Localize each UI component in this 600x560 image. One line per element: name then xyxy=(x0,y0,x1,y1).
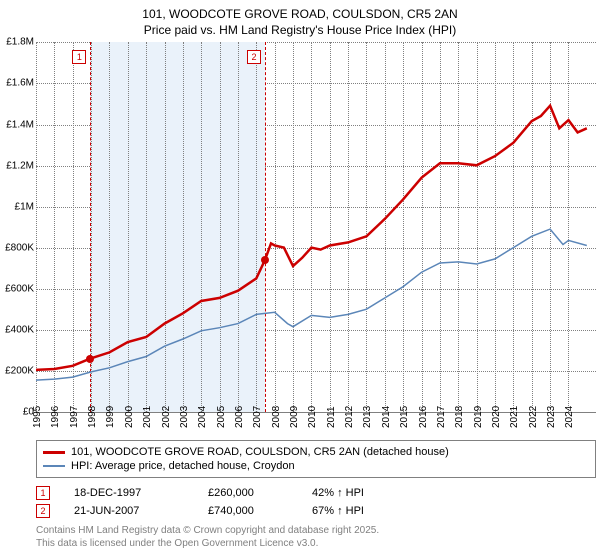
sale-row-marker: 2 xyxy=(36,504,50,518)
x-tick-label: 2020 xyxy=(491,406,502,428)
x-tick-label: 1997 xyxy=(69,406,80,428)
chart-title: 101, WOODCOTE GROVE ROAD, COULSDON, CR5 … xyxy=(8,6,592,38)
x-tick-label: 2021 xyxy=(509,406,520,428)
x-axis: 1995199619971998199920002001200220032004… xyxy=(36,412,596,436)
x-tick-label: 2018 xyxy=(454,406,465,428)
title-line-2: Price paid vs. HM Land Registry's House … xyxy=(8,22,592,38)
x-tick-label: 2008 xyxy=(271,406,282,428)
x-tick-label: 1995 xyxy=(32,406,43,428)
y-tick-label: £200K xyxy=(5,366,34,377)
x-tick-label: 2009 xyxy=(289,406,300,428)
x-tick-label: 2005 xyxy=(216,406,227,428)
x-tick-label: 2011 xyxy=(326,407,337,429)
y-tick-label: £600K xyxy=(5,284,34,295)
legend: 101, WOODCOTE GROVE ROAD, COULSDON, CR5 … xyxy=(36,440,596,478)
y-tick-label: £400K xyxy=(5,325,34,336)
title-line-1: 101, WOODCOTE GROVE ROAD, COULSDON, CR5 … xyxy=(8,6,592,22)
x-tick-label: 2002 xyxy=(161,406,172,428)
x-tick-label: 1999 xyxy=(105,406,116,428)
x-tick-label: 2003 xyxy=(179,406,190,428)
y-axis: £0£200K£400K£600K£800K£1M£1.2M£1.4M£1.6M… xyxy=(8,42,36,412)
sale-table: 1 18-DEC-1997 £260,000 42% ↑ HPI 2 21-JUN-200… xyxy=(36,484,592,520)
x-tick-label: 2012 xyxy=(344,406,355,428)
sale-row-marker: 1 xyxy=(36,486,50,500)
sale-row-date: 21-JUN-2007 xyxy=(74,505,184,517)
sale-row: 1 18-DEC-1997 £260,000 42% ↑ HPI xyxy=(36,484,592,502)
y-tick-label: £1.2M xyxy=(6,160,34,171)
x-tick-label: 2017 xyxy=(436,406,447,428)
y-tick-label: £1M xyxy=(15,201,34,212)
x-tick-label: 2006 xyxy=(234,406,245,428)
legend-label-property: 101, WOODCOTE GROVE ROAD, COULSDON, CR5 … xyxy=(71,446,449,458)
sale-marker-box: 1 xyxy=(72,50,86,64)
sale-marker-box: 2 xyxy=(247,50,261,64)
y-tick-label: £1.4M xyxy=(6,119,34,130)
plot-area: £0£200K£400K£600K£800K£1M£1.2M£1.4M£1.6M… xyxy=(36,42,596,412)
sale-row-price: £260,000 xyxy=(208,487,288,499)
sale-row-hpi: 67% ↑ HPI xyxy=(312,505,402,517)
x-tick-label: 2016 xyxy=(418,406,429,428)
sale-marker-dot xyxy=(261,256,269,264)
property-line xyxy=(36,106,587,370)
legend-item-hpi: HPI: Average price, detached house, Croy… xyxy=(43,459,589,473)
x-tick-label: 2023 xyxy=(546,406,557,428)
legend-swatch-hpi xyxy=(43,465,65,467)
license-line-1: Contains HM Land Registry data © Crown c… xyxy=(36,524,592,537)
x-tick-label: 2015 xyxy=(399,406,410,428)
x-tick-label: 1996 xyxy=(50,406,61,428)
x-tick-label: 1998 xyxy=(87,406,98,428)
y-tick-label: £1.8M xyxy=(6,37,34,48)
y-tick-label: £800K xyxy=(5,242,34,253)
sale-marker-dot xyxy=(86,355,94,363)
x-tick-label: 2014 xyxy=(381,406,392,428)
legend-label-hpi: HPI: Average price, detached house, Croy… xyxy=(71,460,295,472)
line-series xyxy=(36,42,596,412)
x-tick-label: 2007 xyxy=(252,406,263,428)
sale-row-hpi: 42% ↑ HPI xyxy=(312,487,402,499)
x-tick-label: 2000 xyxy=(124,406,135,428)
hpi-line xyxy=(36,229,587,380)
sale-row-price: £740,000 xyxy=(208,505,288,517)
license-text: Contains HM Land Registry data © Crown c… xyxy=(36,524,592,550)
x-tick-label: 2024 xyxy=(564,406,575,428)
y-tick-label: £1.6M xyxy=(6,78,34,89)
sale-row: 2 21-JUN-2007 £740,000 67% ↑ HPI xyxy=(36,502,592,520)
x-tick-label: 2001 xyxy=(142,406,153,428)
x-tick-label: 2022 xyxy=(528,406,539,428)
x-tick-label: 2013 xyxy=(362,406,373,428)
sale-row-date: 18-DEC-1997 xyxy=(74,487,184,499)
x-tick-label: 2019 xyxy=(473,406,484,428)
x-tick-label: 2010 xyxy=(307,406,318,428)
legend-swatch-property xyxy=(43,451,65,454)
x-tick-label: 2004 xyxy=(197,406,208,428)
legend-item-property: 101, WOODCOTE GROVE ROAD, COULSDON, CR5 … xyxy=(43,445,589,459)
license-line-2: This data is licensed under the Open Gov… xyxy=(36,537,592,550)
